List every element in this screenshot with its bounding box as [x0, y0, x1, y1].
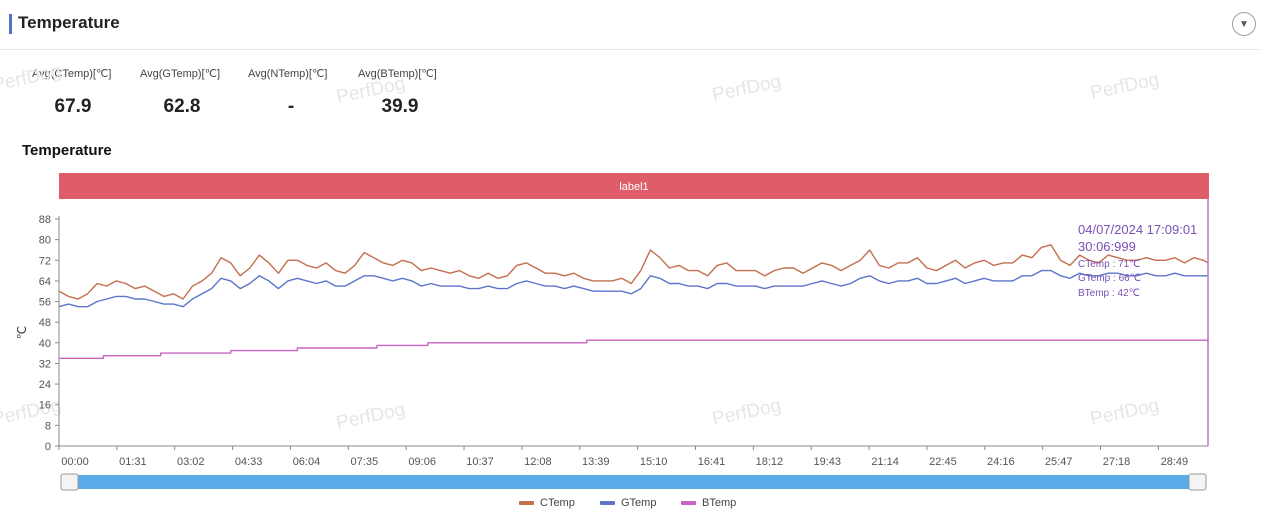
stat-label-btemp: Avg(BTemp)[℃] — [358, 68, 437, 80]
x-tick-label: 28:49 — [1161, 456, 1189, 468]
y-tick-label: 32 — [39, 358, 51, 370]
x-tick-label: 19:43 — [813, 456, 841, 468]
stat-label-ctemp: Avg(CTemp)[℃] — [32, 68, 112, 80]
x-tick-label: 03:02 — [177, 456, 205, 468]
zoom-slider-track[interactable] — [62, 475, 1204, 489]
legend-label-gtemp: GTemp — [621, 497, 657, 509]
title-accent-bar — [9, 14, 12, 34]
watermark: PerfDog — [1088, 68, 1162, 105]
legend-item-gtemp[interactable]: GTemp — [600, 497, 656, 509]
y-tick-label: 8 — [45, 420, 51, 432]
y-tick-label: 56 — [39, 297, 51, 309]
tooltip-gtemp: GTemp : 66℃ — [1078, 273, 1141, 284]
y-tick-label: 72 — [39, 255, 51, 267]
section-title: Temperature — [18, 13, 120, 32]
x-tick-label: 06:04 — [293, 456, 321, 468]
x-tick-label: 07:35 — [351, 456, 379, 468]
watermark: PerfDog — [710, 70, 784, 107]
tooltip-date: 04/07/2024 17:09:01 — [1078, 222, 1197, 237]
y-tick-label: 80 — [39, 235, 51, 247]
chart-title: Temperature — [22, 142, 112, 159]
x-tick-label: 10:37 — [466, 456, 494, 468]
x-tick-label: 01:31 — [119, 456, 147, 468]
zoom-slider[interactable] — [60, 473, 1207, 491]
y-tick-label: 0 — [45, 441, 51, 453]
x-tick-label: 22:45 — [929, 456, 957, 468]
legend-item-ctemp[interactable]: CTemp — [519, 497, 575, 509]
stat-value-ctemp: 67.9 — [54, 96, 92, 117]
y-tick-label: 88 — [39, 214, 51, 226]
series-line-gtemp — [58, 269, 1208, 308]
zoom-slider-left-handle[interactable] — [60, 473, 79, 491]
x-tick-label: 21:14 — [871, 456, 899, 468]
y-axis-label: ℃ — [15, 326, 29, 339]
y-tick-label: 16 — [39, 400, 51, 412]
y-axis: 0 8 16 24 32 40 48 56 64 72 80 88 ℃ — [15, 214, 60, 453]
series-line-ctemp — [58, 244, 1209, 300]
stat-value-btemp: 39.9 — [381, 96, 419, 117]
zoom-slider-right-handle[interactable] — [1188, 473, 1207, 491]
y-tick-label: 24 — [39, 379, 51, 391]
y-tick-label: 64 — [39, 276, 51, 288]
x-tick-label: 09:06 — [408, 456, 436, 468]
tooltip-ctemp: CTemp : 71℃ — [1078, 259, 1140, 270]
series-line-btemp — [59, 337, 1209, 359]
x-tick-label: 04:33 — [235, 456, 263, 468]
legend-swatch-btemp — [681, 501, 696, 505]
section-header: Temperature ▼ — [0, 0, 1260, 50]
legend-swatch-ctemp — [519, 501, 534, 505]
x-tick-label: 12:08 — [524, 456, 552, 468]
legend-label-ctemp: CTemp — [540, 497, 575, 509]
x-tick-label: 27:18 — [1103, 456, 1131, 468]
chevron-down-icon[interactable]: ▼ — [1232, 12, 1256, 36]
x-tick-label: 00:00 — [61, 456, 89, 468]
x-tick-label: 25:47 — [1045, 456, 1073, 468]
legend-label-btemp: BTemp — [702, 497, 737, 509]
temperature-chart[interactable]: label1 0 8 16 24 32 40 48 56 64 72 80 88 ℃ 00:00 01:3… — [0, 160, 1269, 495]
legend-item-btemp[interactable]: BTemp — [681, 497, 736, 509]
stat-value-ntemp: - — [287, 96, 295, 117]
x-tick-label: 15:10 — [640, 456, 668, 468]
x-tick-label: 18:12 — [756, 456, 784, 468]
x-tick-label: 16:41 — [698, 456, 726, 468]
y-tick-label: 40 — [39, 338, 51, 350]
label-band-text: label1 — [619, 181, 648, 193]
stat-label-gtemp: Avg(GTemp)[℃] — [140, 68, 221, 80]
series-group — [58, 244, 1209, 359]
stat-value-gtemp: 62.8 — [163, 96, 201, 117]
x-axis: 00:00 01:31 03:02 04:33 06:04 07:35 09:06 10:37… — [58, 445, 1208, 468]
tooltip-time: 30:06:999 — [1078, 239, 1136, 254]
x-tick-label: 24:16 — [987, 456, 1015, 468]
stat-label-ntemp: Avg(NTemp)[℃] — [248, 68, 328, 80]
tooltip-btemp: BTemp : 42℃ — [1078, 288, 1140, 299]
x-tick-label: 13:39 — [582, 456, 610, 468]
y-tick-label: 48 — [39, 317, 51, 329]
legend-swatch-gtemp — [600, 501, 615, 505]
label-band[interactable] — [59, 173, 1209, 199]
